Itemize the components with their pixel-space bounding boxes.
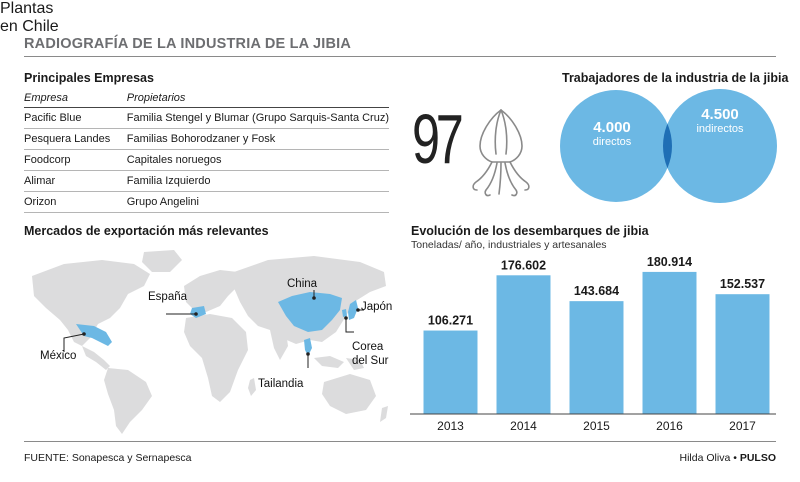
- company-owner: Grupo Angelini: [126, 191, 389, 213]
- direct-workers-value: 4.000: [593, 119, 631, 136]
- footer-credit: Hilda Oliva • PULSO: [680, 452, 776, 464]
- col-header-propietarios: Propietarios: [126, 90, 389, 108]
- bar-value-label: 143.684: [574, 284, 619, 298]
- company-owner: Familia Stengel y Blumar (Grupo Sarquis-…: [126, 107, 389, 129]
- company-name: Foodcorp: [24, 149, 127, 171]
- mexico-region: [76, 324, 112, 346]
- company-owner: Familia Izquierdo: [126, 170, 389, 192]
- plants-label-line2: en Chile: [0, 18, 59, 35]
- companies-heading: Principales Empresas: [24, 71, 154, 85]
- company-name: Alimar: [24, 170, 127, 192]
- companies-table: Empresa Propietarios Pacific Blue Familia…: [24, 90, 389, 213]
- table-row: Foodcorp Capitales noruegos: [24, 149, 389, 171]
- footer-divider: [24, 441, 776, 442]
- page-title: RADIOGRAFÍA DE LA INDUSTRIA DE LA JIBIA: [24, 36, 352, 52]
- company-name: Orizon: [24, 191, 127, 213]
- footer-brand: PULSO: [739, 452, 776, 464]
- bar-value-label: 106.271: [428, 314, 473, 328]
- company-owner: Familias Bohorodzaner y Fosk: [126, 128, 389, 150]
- landings-bar-chart: 106.271 2013 176.602 2014 143.684 2015 180.914…: [410, 255, 776, 433]
- indirect-workers-text: 4.500 indirectos: [680, 106, 760, 136]
- bar-2017: [715, 294, 770, 414]
- table-row: Orizon Grupo Angelini: [24, 191, 389, 213]
- title-divider: [24, 56, 776, 57]
- map-label-spain: España: [148, 291, 188, 303]
- company-name: Pacific Blue: [24, 107, 127, 129]
- map-label-korea-line1: Corea: [352, 341, 384, 353]
- bar-2014: [496, 275, 551, 414]
- map-label-mexico: México: [40, 350, 77, 362]
- indirect-workers-label: indirectos: [696, 123, 744, 135]
- x-tick-label: 2013: [437, 419, 464, 433]
- direct-workers-label: directos: [592, 136, 632, 148]
- footer-author: Hilda Oliva: [679, 452, 731, 464]
- map-label-china: China: [287, 278, 318, 290]
- china-region: [278, 292, 342, 332]
- korea-region: [342, 309, 347, 317]
- world-landmass: [32, 250, 388, 434]
- squid-icon: [472, 109, 530, 197]
- markets-heading: Mercados de exportación más relevantes: [24, 224, 269, 238]
- spain-region: [190, 306, 206, 318]
- company-owner: Capitales noruegos: [126, 149, 389, 171]
- workers-heading: Trabajadores de la industria de la jibia: [562, 71, 789, 85]
- x-tick-label: 2014: [510, 419, 537, 433]
- table-row: Pesquera Landes Familias Bohorodzaner y F…: [24, 128, 389, 150]
- indirect-workers-value: 4.500: [701, 106, 739, 123]
- map-leader-lines: [63, 290, 364, 368]
- footer-source: FUENTE: Sonapesca y Sernapesca: [24, 452, 192, 464]
- x-tick-label: 2015: [583, 419, 610, 433]
- plants-label: Plantas en Chile: [0, 0, 59, 36]
- footer-separator: •: [733, 452, 737, 464]
- japan-region: [348, 300, 358, 320]
- x-tick-label: 2016: [656, 419, 683, 433]
- bar-value-label: 176.602: [501, 258, 546, 272]
- table-row: Alimar Familia Izquierdo: [24, 170, 389, 192]
- plants-number: 97: [412, 100, 464, 178]
- chart-subtitle: Toneladas/ año, industriales y artesanal…: [411, 239, 607, 251]
- map-label-japan: Japón: [361, 301, 393, 313]
- bar-2013: [423, 330, 478, 414]
- thailand-region: [304, 338, 312, 356]
- direct-workers-text: 4.000 directos: [572, 119, 652, 149]
- indirect-workers-circle: [663, 89, 777, 203]
- plants-label-line1: Plantas: [0, 0, 54, 17]
- map-label-thailand: Tailandia: [258, 378, 304, 390]
- bar-2015: [569, 301, 624, 414]
- company-name: Pesquera Landes: [24, 128, 127, 150]
- chart-title: Evolución de los desembarques de jibia: [411, 224, 649, 238]
- bar-value-label: 180.914: [647, 255, 692, 269]
- table-row: Pacific Blue Familia Stengel y Blumar (Gr…: [24, 107, 389, 129]
- companies-header-row: Empresa Propietarios: [24, 90, 389, 108]
- map-label-korea: Corea del Sur: [352, 340, 388, 368]
- bar-value-label: 152.537: [720, 277, 765, 291]
- map-label-korea-line2: del Sur: [352, 355, 389, 367]
- direct-workers-circle: [560, 90, 672, 202]
- x-tick-label: 2017: [729, 419, 756, 433]
- bar-2016: [642, 271, 697, 414]
- col-header-empresa: Empresa: [24, 90, 127, 108]
- workers-venn: [560, 89, 777, 203]
- world-map: [32, 250, 388, 434]
